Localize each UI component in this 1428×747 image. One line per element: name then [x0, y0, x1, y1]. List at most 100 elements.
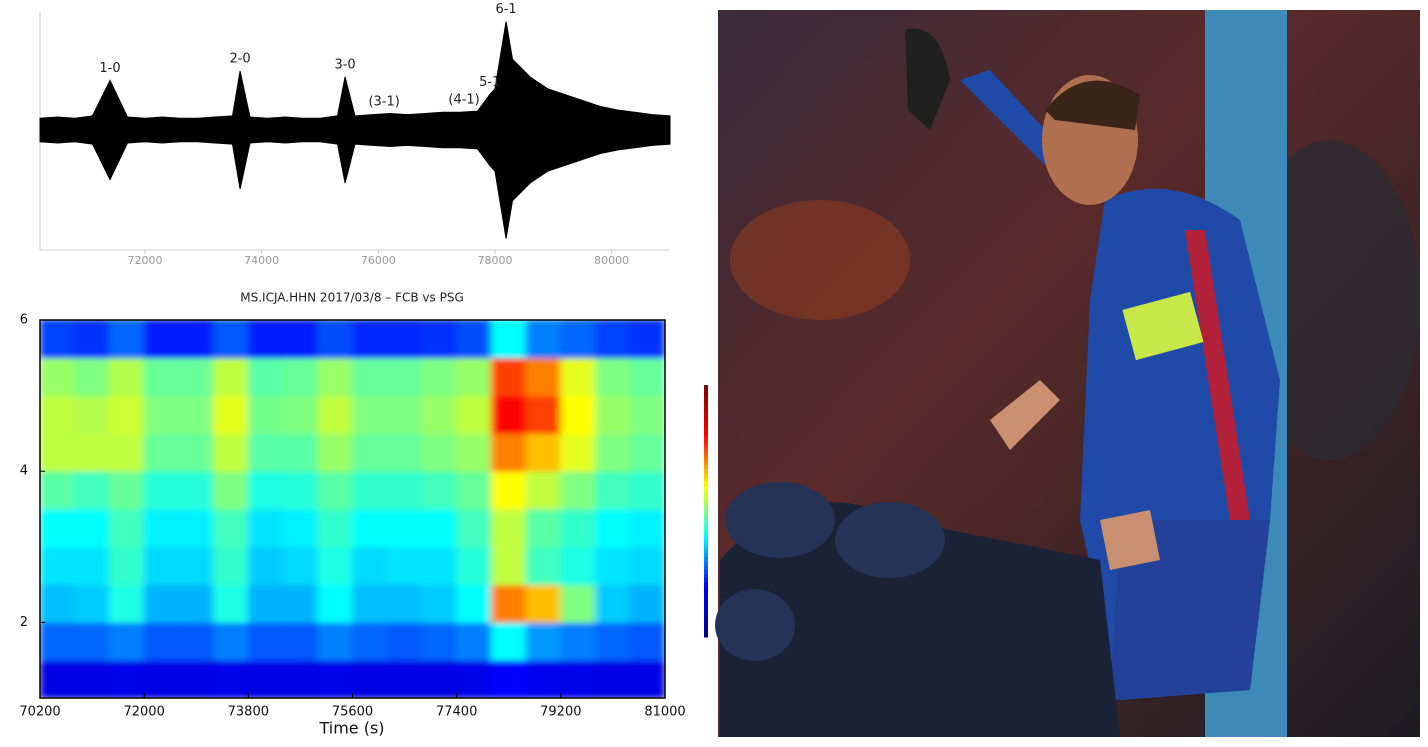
- spectrogram-cell: [178, 470, 215, 510]
- colorbar-step: [704, 506, 708, 512]
- spectrogram-cell: [629, 320, 665, 359]
- spectrogram-cell: [108, 357, 145, 397]
- spectrogram-cell: [74, 470, 110, 510]
- spectrogram-cell: [317, 470, 353, 510]
- colorbar-step: [704, 590, 708, 596]
- spectrogram-cell: [108, 584, 145, 623]
- spectrogram-cell: [143, 508, 180, 548]
- spectrogram-cell: [421, 432, 458, 472]
- spectrogram-cell: [40, 357, 76, 397]
- colorbar-step: [704, 410, 708, 415]
- spectrogram-cell: [352, 470, 388, 510]
- spectrogram-cell: [629, 584, 665, 623]
- spectrogram-cell: [490, 508, 527, 548]
- glove: [905, 28, 950, 131]
- spectrogram-cell: [421, 320, 458, 359]
- spectrogram-cell: [143, 546, 180, 586]
- hand: [1100, 510, 1160, 570]
- spectrogram-cell: [213, 546, 249, 586]
- spectrogram-cell: [178, 357, 215, 397]
- shirt-stripe: [1185, 230, 1250, 520]
- captain-band: [1122, 291, 1204, 361]
- x-tick-label: 78000: [478, 254, 513, 267]
- x-tick-label: 76000: [361, 254, 396, 267]
- spectrogram-cell: [178, 432, 215, 472]
- spectrogram-cell: [595, 508, 631, 548]
- spectrogram-cell: [352, 659, 388, 698]
- spectrogram-cell: [74, 508, 110, 548]
- spectrogram-cell: [560, 357, 597, 397]
- colorbar-step: [704, 511, 708, 516]
- colorbar-step: [704, 523, 708, 529]
- spectrogram-cell: [629, 470, 665, 510]
- spectrogram-cell: [386, 470, 423, 510]
- x-tick-label: 74000: [244, 254, 279, 267]
- x-tick-label: 79200: [540, 705, 581, 720]
- spectrogram-cell: [213, 357, 249, 397]
- spectrogram-cell: [282, 584, 319, 623]
- spectrogram-cell: [456, 546, 492, 586]
- spectrogram-cell: [178, 659, 215, 698]
- colorbar-step: [704, 418, 708, 424]
- colorbar-step: [704, 443, 708, 449]
- spectrogram-cell: [74, 395, 110, 434]
- spectrogram-cell: [560, 395, 597, 434]
- x-tick-label: 70200: [19, 705, 60, 720]
- spectrogram-cell: [560, 546, 597, 586]
- spectrogram-cell: [282, 320, 319, 359]
- trace-lower: [39, 129, 671, 239]
- spectrogram-cell: [456, 508, 492, 548]
- colorbar-step: [704, 569, 708, 575]
- spectrogram-cell: [40, 470, 76, 510]
- spectrogram-cell: [595, 357, 631, 397]
- colorbar-step: [704, 532, 708, 537]
- colorbar-step: [704, 527, 708, 533]
- colorbar-step: [704, 469, 708, 474]
- spectrogram-cell: [317, 395, 353, 434]
- colorbar-step: [704, 536, 708, 541]
- spectrogram-cell: [317, 508, 353, 548]
- spectrogram-cell: [490, 546, 527, 586]
- colorbar-step: [704, 548, 708, 554]
- spectrogram-cell: [247, 432, 284, 472]
- spectrogram-cell: [40, 621, 76, 661]
- spectrogram-cell: [282, 546, 319, 586]
- spectrogram-cell: [108, 320, 145, 359]
- colorbar-step: [704, 599, 708, 604]
- x-tick-label: 81000: [644, 705, 685, 720]
- spectrogram-cell: [143, 470, 180, 510]
- spectrogram-cell: [595, 432, 631, 472]
- spectrogram-cell: [560, 320, 597, 359]
- spectrogram-cell: [456, 357, 492, 397]
- colorbar-step: [704, 435, 708, 441]
- spectrogram-cell: [386, 432, 423, 472]
- spectrogram-cell: [108, 508, 145, 548]
- spectrogram-cell: [74, 357, 110, 397]
- spectrogram-cell: [595, 470, 631, 510]
- goal-annotation: 1-0: [99, 61, 120, 76]
- spectrogram-cell: [525, 584, 562, 623]
- spectrogram-cell: [560, 470, 597, 510]
- spectrogram-cell: [108, 659, 145, 698]
- spectrogram-cell: [629, 395, 665, 434]
- spectrogram-cell: [490, 621, 527, 661]
- spectrogram-cell: [247, 546, 284, 586]
- spectrogram-cell: [108, 432, 145, 472]
- spectrogram-cell: [386, 659, 423, 698]
- spectrogram-cell: [74, 320, 110, 359]
- spectrogram-cell: [108, 395, 145, 434]
- x-tick-label: 73800: [228, 705, 269, 720]
- colorbar-step: [704, 632, 708, 638]
- spectrogram-cell: [352, 546, 388, 586]
- spectrogram-cell: [595, 621, 631, 661]
- spectrogram-cell: [40, 508, 76, 548]
- spectrogram-cell: [595, 395, 631, 434]
- spectrogram-cell: [629, 357, 665, 397]
- y-tick-label: 2: [20, 615, 28, 630]
- colorbar-step: [704, 502, 708, 508]
- spectrogram-cell: [525, 470, 562, 510]
- spectrogram-cell: [143, 621, 180, 661]
- spectrogram-cell: [525, 546, 562, 586]
- spectrogram-cell: [525, 621, 562, 661]
